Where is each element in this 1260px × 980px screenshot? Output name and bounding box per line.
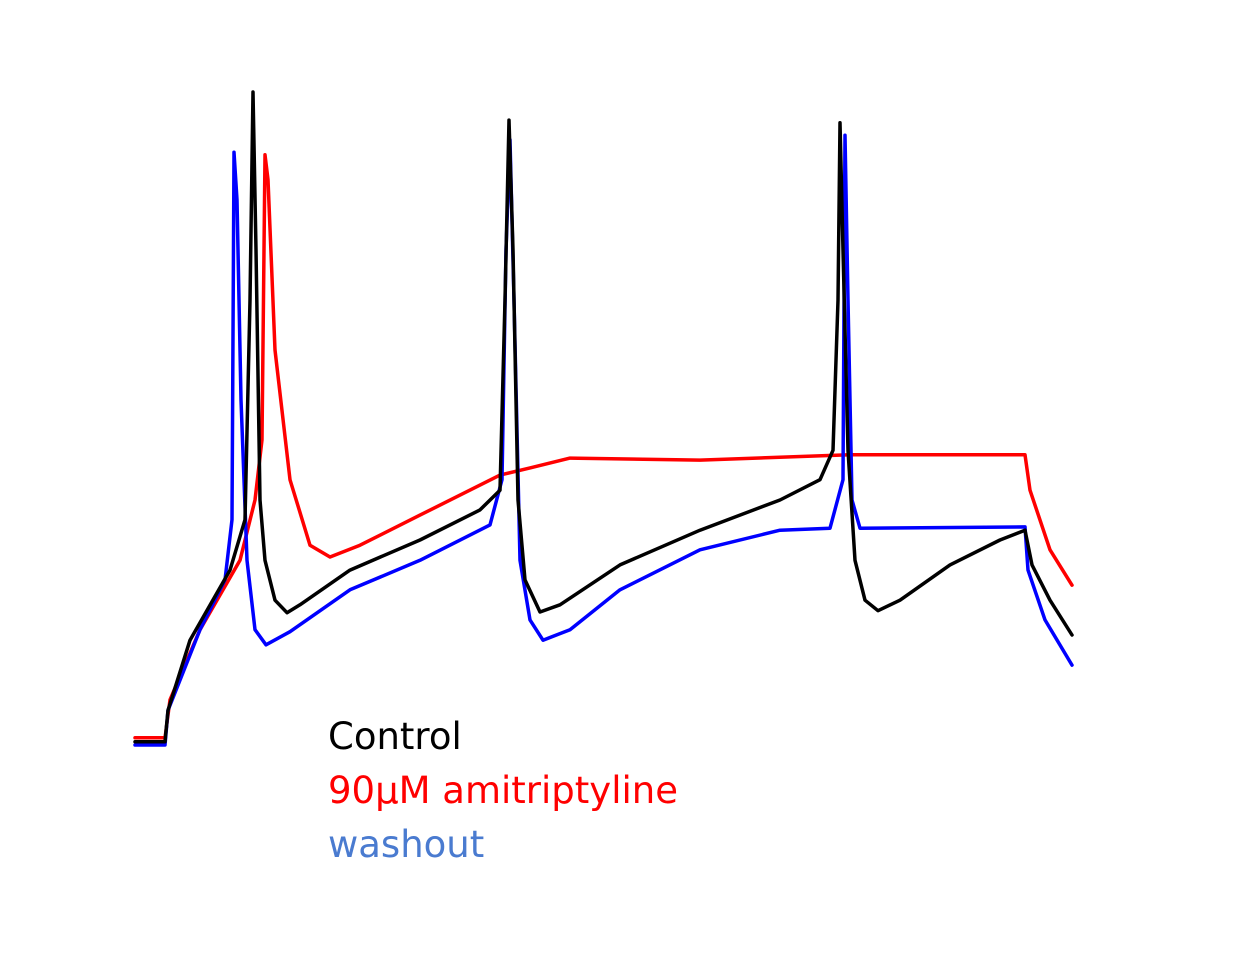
- legend-item-washout: washout: [328, 823, 485, 866]
- legend-item-amitriptyline: 90µM amitriptyline: [328, 769, 678, 812]
- legend-item-control: Control: [328, 715, 462, 758]
- trace-90-m-amitriptyline: [133, 153, 1074, 740]
- legend: Control 90µM amitriptyline washout: [328, 710, 678, 872]
- trace-control: [133, 90, 1074, 744]
- trace-washout: [133, 133, 1074, 747]
